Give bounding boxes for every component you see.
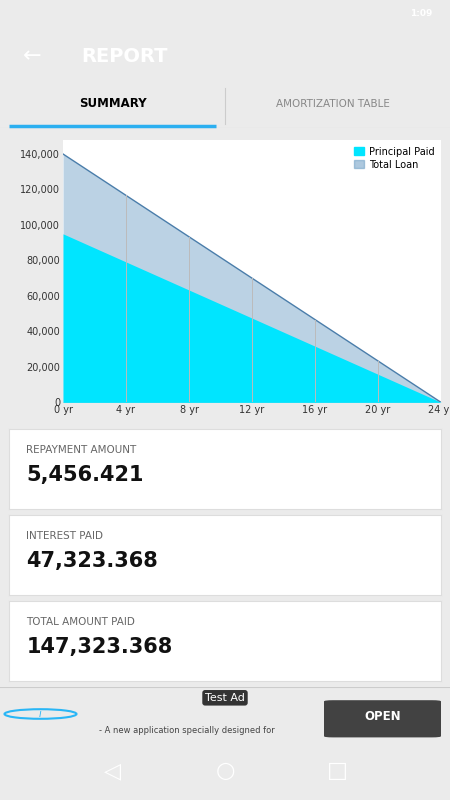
Text: ○: ○ <box>215 761 235 781</box>
Text: REPAYMENT AMOUNT: REPAYMENT AMOUNT <box>26 445 136 455</box>
Text: AMORTIZATION TABLE: AMORTIZATION TABLE <box>276 98 390 109</box>
Text: REPORT: REPORT <box>81 46 167 66</box>
Text: □: □ <box>327 761 348 781</box>
Text: 47,323.368: 47,323.368 <box>26 551 158 571</box>
Text: Test Ad: Test Ad <box>205 693 245 703</box>
Text: 1:09: 1:09 <box>410 10 432 18</box>
Text: ◁: ◁ <box>104 761 121 781</box>
Text: i: i <box>39 709 42 719</box>
Text: ←: ← <box>22 46 41 66</box>
Text: - A new application specially designed for: - A new application specially designed f… <box>99 726 275 734</box>
Text: OPEN: OPEN <box>364 710 401 723</box>
Text: TOTAL AMOUNT PAID: TOTAL AMOUNT PAID <box>26 617 135 627</box>
Text: SUMMARY: SUMMARY <box>79 98 146 110</box>
Text: 5,456.421: 5,456.421 <box>26 466 144 486</box>
Text: 147,323.368: 147,323.368 <box>26 638 172 658</box>
Legend: Principal Paid, Total Loan: Principal Paid, Total Loan <box>352 145 436 171</box>
Text: INTEREST PAID: INTEREST PAID <box>26 531 104 541</box>
FancyBboxPatch shape <box>324 700 441 738</box>
